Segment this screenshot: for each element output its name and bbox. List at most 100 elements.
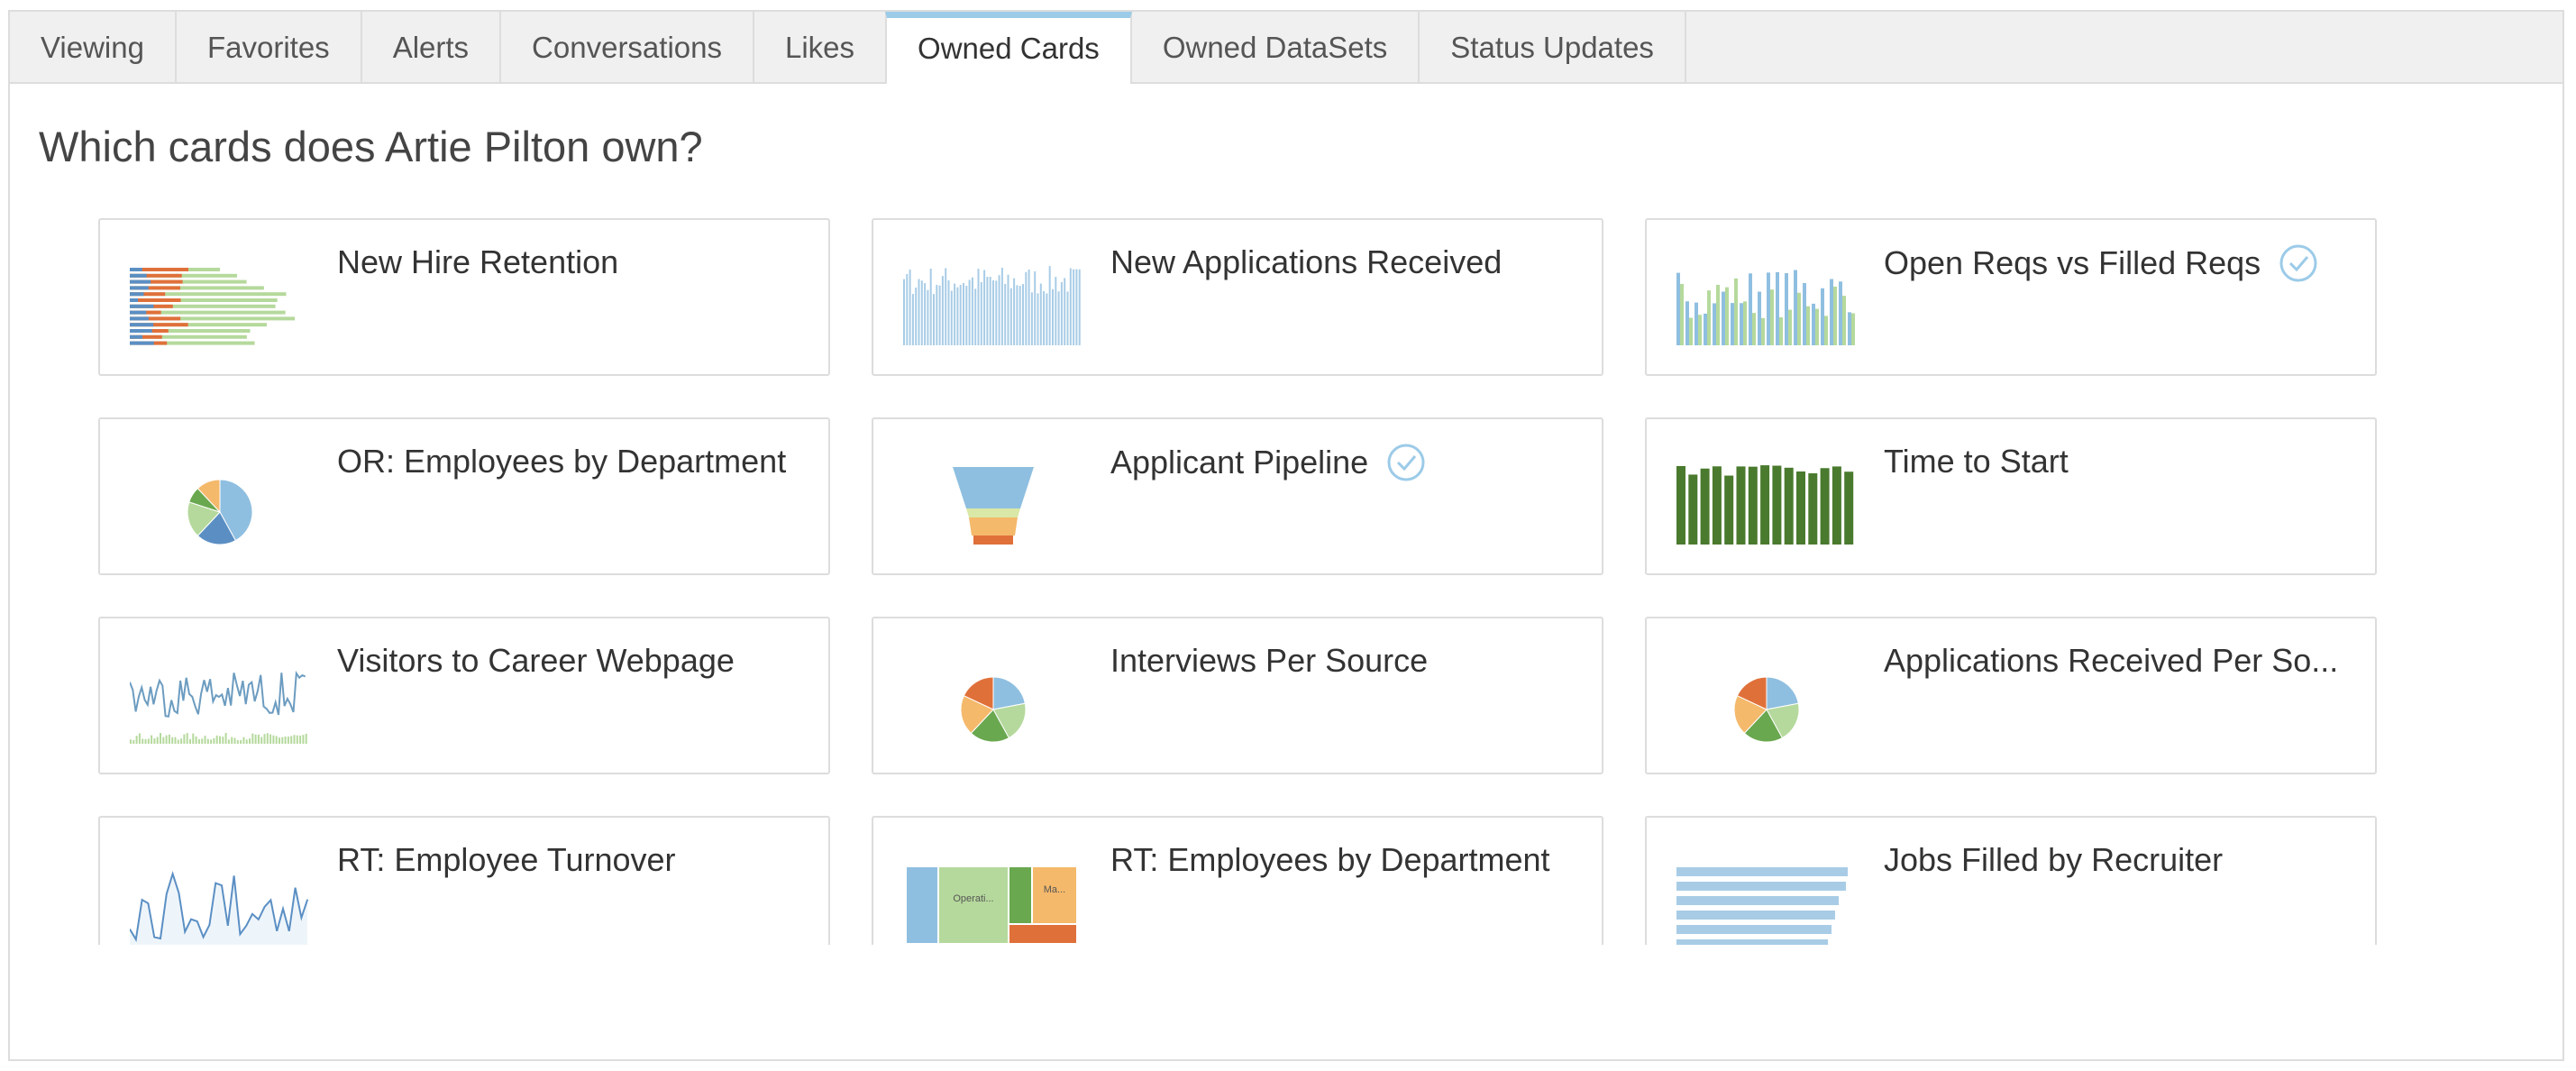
bar	[180, 738, 183, 744]
bar	[1680, 283, 1684, 345]
bar	[1028, 270, 1030, 345]
card[interactable]: New Hire Retention	[98, 218, 830, 376]
card[interactable]: Visitors to Career Webpage	[98, 617, 830, 774]
card[interactable]: Time to Start	[1645, 417, 2377, 575]
bar	[1064, 278, 1066, 345]
bar	[1824, 316, 1828, 345]
bar	[1794, 270, 1797, 345]
bar	[998, 275, 1000, 345]
line	[130, 870, 309, 942]
bar	[950, 290, 953, 345]
bar	[1844, 471, 1854, 545]
bar	[1676, 272, 1680, 345]
tile	[939, 867, 1008, 943]
bar	[992, 279, 994, 345]
card-thumbnail	[1733, 676, 1800, 743]
bar	[971, 277, 973, 345]
card-title: Applicant Pipeline	[1110, 444, 1369, 481]
bar	[1797, 292, 1801, 345]
bar	[130, 334, 142, 339]
bar	[1676, 925, 1832, 934]
bar	[1676, 911, 1835, 920]
tile	[907, 867, 937, 943]
card[interactable]: New Applications Received	[872, 218, 1603, 376]
bar	[1000, 267, 1003, 345]
bar	[956, 287, 959, 345]
bar	[130, 341, 154, 345]
card[interactable]: RT: Employee Turnover	[98, 816, 830, 945]
bar	[936, 284, 938, 345]
bar	[204, 736, 206, 744]
card[interactable]: Jobs Filled by Recruiter	[1645, 816, 2377, 945]
bar	[130, 279, 247, 284]
tab[interactable]: Owned Cards	[885, 12, 1132, 84]
bar	[1848, 312, 1851, 345]
bar	[130, 329, 152, 333]
tab[interactable]: Favorites	[177, 12, 362, 82]
card-title: New Applications Received	[1110, 243, 1503, 280]
tab[interactable]: Likes	[754, 12, 888, 82]
card[interactable]: Operati... Ma... RT: Employees by Departme…	[872, 816, 1603, 945]
bar	[130, 268, 188, 271]
bar	[1075, 269, 1078, 345]
bar	[1034, 270, 1037, 345]
tab[interactable]: Conversations	[501, 12, 754, 82]
card-title: OR: Employees by Department	[337, 443, 787, 480]
card[interactable]: Applications Received Per So...	[1645, 617, 2377, 774]
bar	[1842, 296, 1846, 345]
bar	[1046, 293, 1048, 345]
pie-slice	[187, 501, 221, 536]
bar	[1725, 287, 1729, 345]
card[interactable]: Interviews Per Source	[872, 617, 1603, 774]
funnel	[973, 536, 1013, 545]
bar	[903, 279, 905, 345]
bar	[1039, 283, 1042, 345]
bar	[929, 269, 932, 345]
bar	[1022, 284, 1024, 345]
card-title-row: New Hire Retention	[337, 243, 618, 281]
bar	[1796, 471, 1805, 545]
bar	[906, 273, 909, 345]
card-title: Interviews Per Source	[1110, 642, 1429, 679]
pie-slice	[960, 695, 994, 734]
bar	[130, 329, 251, 333]
bar	[1030, 292, 1033, 345]
tile-label: Operati...	[953, 893, 993, 904]
tab-bar: Viewing Favorites Alerts Conversations Likes…	[10, 12, 2562, 84]
bar	[938, 285, 941, 345]
tile-label: Ma...	[1044, 884, 1065, 895]
bar	[1078, 269, 1081, 345]
bar	[1019, 286, 1021, 345]
owner-panel: Viewing Favorites Alerts Conversations Likes…	[8, 10, 2564, 1061]
card[interactable]: Applicant Pipeline	[872, 417, 1603, 575]
bar	[242, 737, 245, 744]
bar	[130, 286, 181, 290]
bar	[183, 734, 186, 744]
bar	[254, 734, 257, 744]
heading: Which cards does Artie Pilton own?	[39, 123, 703, 170]
bar	[156, 737, 159, 744]
bar	[160, 733, 161, 744]
bar	[215, 735, 218, 744]
tab[interactable]: Owned DataSets	[1132, 12, 1420, 82]
card[interactable]: Open Reqs vs Filled Reqs	[1645, 218, 2377, 376]
bar	[189, 738, 191, 744]
card-title: New Hire Retention	[337, 243, 619, 280]
bar	[269, 734, 272, 744]
bar	[130, 323, 267, 327]
tile	[1009, 925, 1076, 943]
bar	[1037, 293, 1039, 345]
bar	[963, 283, 964, 345]
tab[interactable]: Viewing	[10, 12, 177, 82]
card-title: Jobs Filled by Recruiter	[1884, 841, 2224, 878]
bar	[986, 277, 989, 345]
bar	[245, 739, 248, 744]
card[interactable]: OR: Employees by Department	[98, 417, 830, 575]
bar	[224, 733, 227, 744]
tab[interactable]: Alerts	[362, 12, 502, 82]
bar	[1676, 939, 1828, 945]
bar	[251, 733, 254, 744]
tab[interactable]: Status Updates	[1420, 12, 1686, 82]
bar	[130, 273, 182, 278]
tile	[1033, 867, 1076, 923]
